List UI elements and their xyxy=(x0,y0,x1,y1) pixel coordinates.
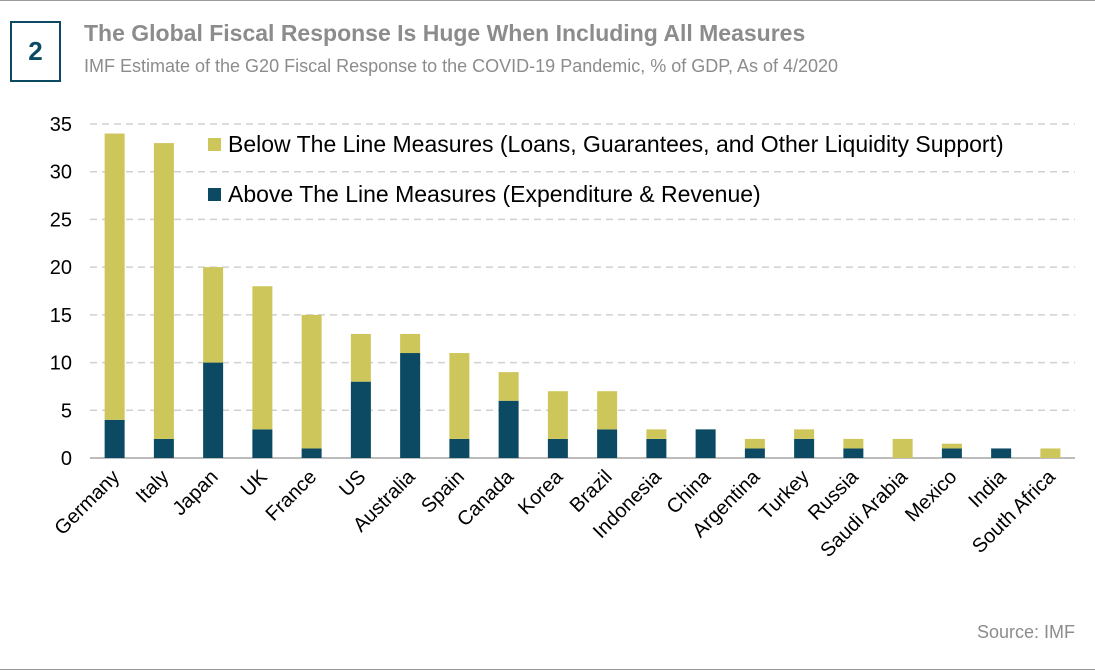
x-tick-label: Japan xyxy=(169,466,223,520)
bar-above-the-line xyxy=(547,438,568,458)
bar-below-the-line xyxy=(892,438,913,458)
x-tick-label: Germany xyxy=(50,466,124,540)
legend-label: Above The Line Measures (Expenditure & R… xyxy=(228,181,761,207)
top-border xyxy=(0,0,1095,1)
chart-title: The Global Fiscal Response Is Huge When … xyxy=(84,20,806,46)
y-tick-label: 35 xyxy=(50,114,72,136)
bar-above-the-line xyxy=(104,419,125,458)
bar-above-the-line xyxy=(744,448,765,458)
figure-number-badge: 2 xyxy=(10,21,61,82)
bar-below-the-line xyxy=(646,429,667,439)
bar-below-the-line xyxy=(597,391,618,430)
bar-above-the-line xyxy=(203,362,224,458)
bar-below-the-line xyxy=(941,443,962,449)
bar-above-the-line xyxy=(695,429,716,458)
bar-above-the-line xyxy=(153,438,174,458)
y-tick-label: 10 xyxy=(50,353,72,375)
y-tick-label: 5 xyxy=(61,400,72,422)
bar-above-the-line xyxy=(498,400,519,458)
y-tick-label: 15 xyxy=(50,305,72,327)
bar-above-the-line xyxy=(646,438,667,458)
bar-below-the-line xyxy=(744,438,765,449)
bar-above-the-line xyxy=(794,438,815,458)
bar-below-the-line xyxy=(498,372,519,401)
bar-above-the-line xyxy=(301,448,322,458)
x-tick-label: US xyxy=(335,466,370,501)
chart-subtitle: IMF Estimate of the G20 Fiscal Response … xyxy=(84,56,839,76)
bar-above-the-line xyxy=(597,429,618,458)
bar-below-the-line xyxy=(153,143,174,439)
bar-below-the-line xyxy=(794,429,815,439)
bar-above-the-line xyxy=(400,353,421,458)
bar-below-the-line xyxy=(843,438,864,449)
x-tick-label: Korea xyxy=(514,465,568,519)
x-tick-label: Italy xyxy=(132,466,173,507)
bar-above-the-line xyxy=(843,448,864,458)
legend-swatch xyxy=(208,138,221,151)
bar-below-the-line xyxy=(104,133,125,420)
bar-above-the-line xyxy=(252,429,273,458)
bar-below-the-line xyxy=(449,353,470,439)
y-tick-label: 25 xyxy=(50,209,72,231)
x-tick-label: Turkey xyxy=(755,466,813,524)
x-tick-label: Mexico xyxy=(901,466,961,526)
bar-below-the-line xyxy=(301,314,322,449)
bar-above-the-line xyxy=(350,381,371,458)
x-tick-label: UK xyxy=(237,466,273,502)
bottom-border xyxy=(0,669,1095,670)
y-tick-label: 30 xyxy=(50,162,72,184)
bar-below-the-line xyxy=(547,391,568,439)
x-tick-label: Canada xyxy=(453,465,519,531)
bar-above-the-line xyxy=(991,448,1012,458)
x-tick-label: France xyxy=(262,466,322,526)
bar-above-the-line xyxy=(449,438,470,458)
source-note: Source: IMF xyxy=(976,622,1075,642)
y-tick-label: 20 xyxy=(50,257,72,279)
bar-below-the-line xyxy=(400,333,421,354)
bar-below-the-line xyxy=(203,267,224,363)
y-tick-label: 0 xyxy=(61,448,72,470)
bar-below-the-line xyxy=(1040,448,1061,458)
legend-label: Below The Line Measures (Loans, Guarante… xyxy=(228,131,1004,157)
bar-below-the-line xyxy=(252,286,273,430)
bar-above-the-line xyxy=(941,448,962,458)
bar-below-the-line xyxy=(350,333,371,382)
legend-swatch xyxy=(208,188,221,201)
